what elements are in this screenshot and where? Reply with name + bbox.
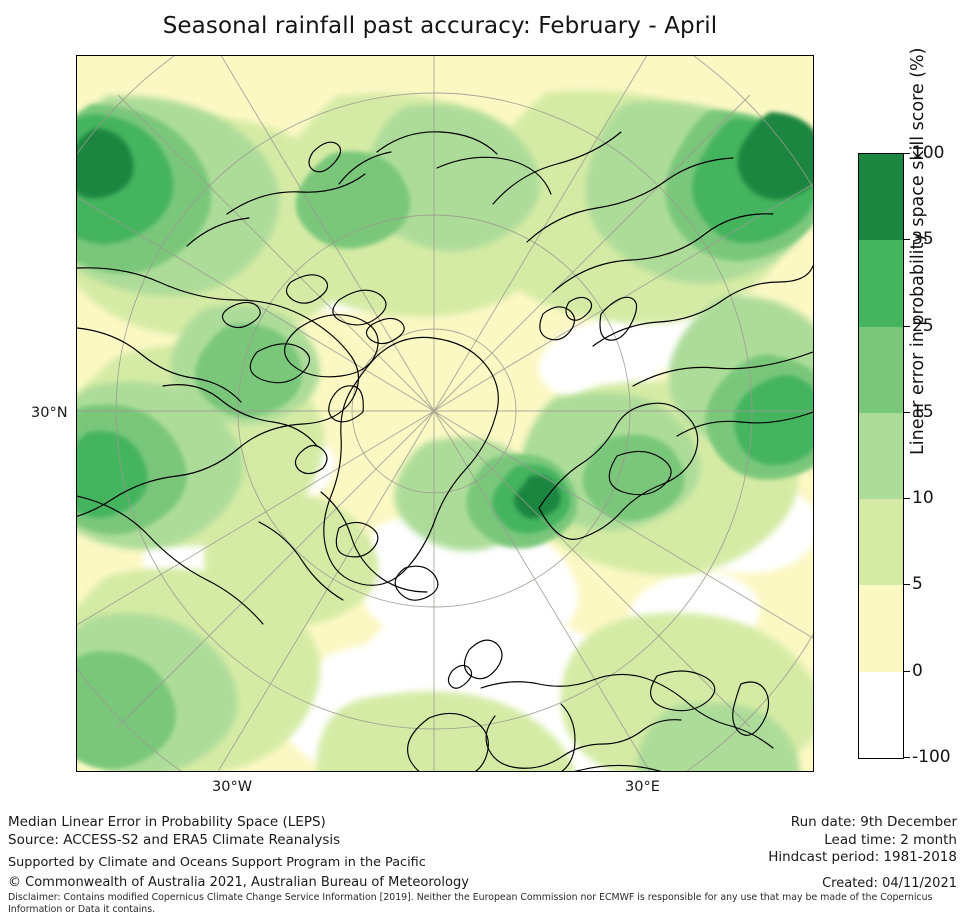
colorbar-tick-15 — [903, 411, 910, 413]
colorbar-tick-35 — [903, 239, 910, 241]
footer-metric: Median Linear Error in Probability Space… — [8, 814, 326, 830]
colorbar-tick-label-5: 5 — [912, 574, 923, 595]
colorbar-ticks: 100 35 25 15 10 5 0 -100 — [903, 143, 963, 767]
colorbar-band-15-25 — [859, 326, 903, 413]
footer-copyright: © Commonwealth of Australia 2021, Austra… — [8, 875, 469, 890]
colorbar-tick-5 — [903, 584, 910, 586]
skill-field — [77, 56, 813, 771]
lon-label-30e: 30°E — [625, 779, 660, 795]
colorbar-band-0-5 — [859, 585, 903, 672]
footer-right: Run date: 9th December Lead time: 2 mont… — [768, 814, 957, 867]
lat-label-30n: 30°N — [31, 405, 68, 421]
colorbar-tick-label-0: 0 — [912, 660, 923, 681]
map-plot — [77, 56, 813, 771]
footer-run-date: Run date: 9th December — [790, 814, 957, 830]
colorbar-band-5-10 — [859, 499, 903, 586]
footer-left: Median Linear Error in Probability Space… — [8, 814, 340, 849]
graticule — [77, 56, 813, 771]
colorbar-tick-label-35: 35 — [912, 229, 934, 250]
colorbar-tick-label-10: 10 — [912, 488, 934, 509]
colorbar-tick-label-100: 100 — [912, 143, 945, 163]
page-title: Seasonal rainfall past accuracy: Februar… — [162, 13, 718, 39]
colorbar-tick-label-25: 25 — [912, 315, 934, 336]
footer-lead-time: Lead time: 2 month — [824, 831, 957, 848]
footer-created: Created: 04/11/2021 — [822, 876, 957, 891]
map-panel[interactable] — [76, 55, 814, 772]
colorbar-tick-25 — [903, 325, 910, 327]
coastlines — [77, 131, 813, 771]
colorbar-tick--100 — [903, 757, 910, 758]
colorbar-tick-0 — [903, 670, 910, 672]
colorbar-band-25-35 — [859, 240, 903, 327]
colorbar-band-10-15 — [859, 412, 903, 500]
colorbar[interactable] — [858, 153, 904, 759]
colorbar-axis-label: Linear error in probability space skill … — [908, 47, 928, 456]
colorbar-tick-label--100: -100 — [912, 747, 951, 767]
footer-hindcast-period: Hindcast period: 1981-2018 — [768, 849, 957, 865]
footer-disclaimer: Disclaimer: Contains modified Copernicus… — [8, 892, 933, 915]
footer-supported: Supported by Climate and Oceans Support … — [8, 855, 426, 870]
lon-label-30w: 30°W — [212, 779, 253, 795]
colorbar-tick-10 — [903, 498, 910, 500]
footer-source: Source: ACCESS-S2 and ERA5 Climate Reana… — [8, 831, 341, 848]
colorbar-tick-label-15: 15 — [912, 401, 934, 422]
colorbar-tick-100 — [903, 153, 910, 154]
colorbar-band-35-100 — [859, 154, 903, 241]
colorbar-band--100-0 — [859, 671, 903, 758]
